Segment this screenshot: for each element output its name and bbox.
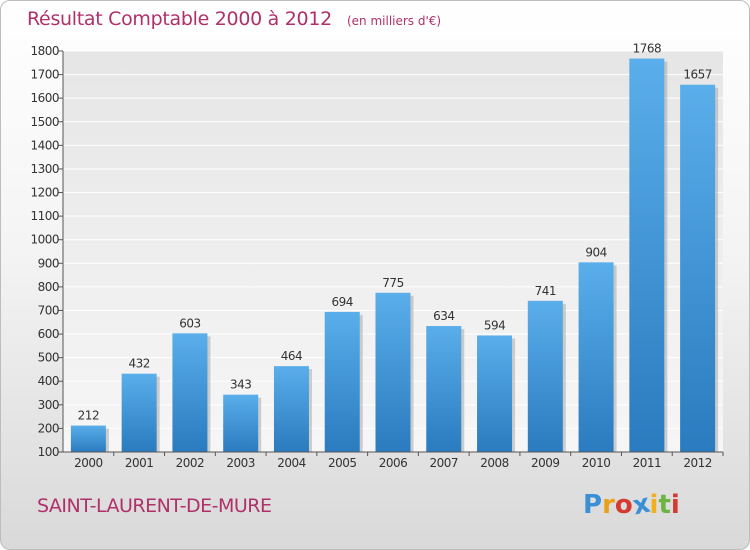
data-label: 212 xyxy=(78,409,99,423)
logo-letter: P xyxy=(583,490,603,520)
x-tick-label: 2004 xyxy=(277,456,306,470)
logo-letter: i xyxy=(649,490,659,520)
bar xyxy=(223,394,259,452)
data-label: 343 xyxy=(230,378,251,392)
data-label: 432 xyxy=(128,357,149,371)
proxiti-logo: Proxiti xyxy=(583,489,680,522)
y-tick-label: 900 xyxy=(38,256,59,270)
title-row: Résultat Comptable 2000 à 2012 (en milli… xyxy=(27,8,441,30)
y-tick-label: 1500 xyxy=(30,115,59,129)
x-tick-label: 2001 xyxy=(125,456,154,470)
bar xyxy=(680,84,716,453)
chart-title: Résultat Comptable 2000 à 2012 xyxy=(27,8,332,30)
bar xyxy=(629,58,665,452)
x-tick-label: 2012 xyxy=(683,456,712,470)
y-tick-label: 1000 xyxy=(30,233,59,247)
data-label: 741 xyxy=(535,284,556,298)
y-tick-label: 1700 xyxy=(30,68,59,82)
x-tick-label: 2006 xyxy=(379,456,408,470)
data-label: 1768 xyxy=(633,42,662,56)
y-tick-label: 800 xyxy=(38,280,59,294)
bar xyxy=(172,333,208,452)
bar xyxy=(324,311,360,452)
city-name: SAINT-LAURENT-DE-MURE xyxy=(37,495,272,517)
data-label: 464 xyxy=(281,349,302,363)
x-tick-label: 2011 xyxy=(633,456,662,470)
logo-letter: i xyxy=(670,490,680,520)
y-tick-label: 1300 xyxy=(30,162,59,176)
x-tick-label: 2009 xyxy=(531,456,560,470)
data-label: 904 xyxy=(585,245,606,259)
bar xyxy=(121,373,157,452)
x-tick-label: 2005 xyxy=(328,456,357,470)
bars: 212 432 603 343 464 694 775 634 594 741 904 1768 165… xyxy=(70,42,719,453)
bar xyxy=(375,292,411,452)
y-tick-label: 1400 xyxy=(30,138,59,152)
y-tick-label: 700 xyxy=(38,303,59,317)
y-tick-label: 300 xyxy=(38,398,59,412)
bar xyxy=(527,300,563,452)
bar xyxy=(477,335,513,452)
data-label: 634 xyxy=(433,309,454,323)
x-tick-label: 2010 xyxy=(582,456,611,470)
y-tick-label: 400 xyxy=(38,374,59,388)
y-tick-label: 600 xyxy=(38,327,59,341)
data-label: 1657 xyxy=(683,68,712,82)
y-tick-label: 1100 xyxy=(30,209,59,223)
y-tick-label: 500 xyxy=(38,351,59,365)
x-tick-label: 2002 xyxy=(176,456,205,470)
logo-letter: t xyxy=(658,490,671,520)
logo-letter: o xyxy=(614,490,633,520)
x-axis: 2000 2001 2002 2003 2004 2005 2006 2007 2008 2009… xyxy=(63,451,724,470)
x-tick-label: 2000 xyxy=(74,456,103,470)
y-axis: 100 200 300 400 500 600 700 800 900 1000 1100 1200 1… xyxy=(30,44,64,459)
data-label: 775 xyxy=(382,276,403,290)
x-tick-label: 2008 xyxy=(480,456,509,470)
x-tick-label: 2007 xyxy=(429,456,458,470)
y-tick-label: 200 xyxy=(38,421,59,435)
data-label: 694 xyxy=(332,295,353,309)
logo-letter: r xyxy=(602,490,615,520)
y-tick-label: 1800 xyxy=(30,44,59,58)
data-label: 594 xyxy=(484,318,505,332)
bar xyxy=(426,326,462,452)
bar xyxy=(273,366,309,452)
data-label: 603 xyxy=(179,316,200,330)
x-tick-label: 2003 xyxy=(226,456,255,470)
bar xyxy=(70,425,106,452)
y-tick-label: 100 xyxy=(38,445,59,459)
y-tick-label: 1200 xyxy=(30,186,59,200)
y-tick-label: 1600 xyxy=(30,91,59,105)
bar xyxy=(578,262,614,452)
chart-subtitle: (en milliers d'€) xyxy=(346,14,442,28)
